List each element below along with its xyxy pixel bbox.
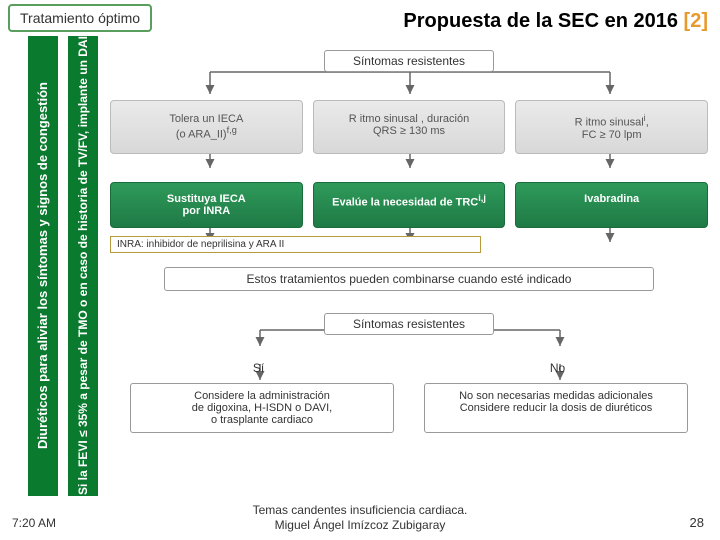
action-ivabradina: Ivabradina <box>515 182 708 228</box>
cond-qrs: R itmo sinusal , duraciónQRS ≥ 130 ms <box>313 100 506 154</box>
cond-ieca: Tolera un IECA(o ARA_II)f,g <box>110 100 303 154</box>
final-yes-box: Considere la administraciónde digoxina, … <box>130 383 394 433</box>
top-badge: Tratamiento óptimo <box>8 4 152 32</box>
action-row: Sustituya IECApor INRA Evalúe la necesid… <box>110 182 708 228</box>
inra-note: INRA: inhibidor de neprilisina y ARA II <box>110 236 481 253</box>
action-inra: Sustituya IECApor INRA <box>110 182 303 228</box>
label-no: No <box>550 361 565 375</box>
title-main: Propuesta de la SEC en 2016 <box>403 10 683 32</box>
symptoms-resistant-2: Síntomas resistentes <box>324 313 494 335</box>
label-yes: Sí <box>253 361 264 375</box>
action-trc: Evalúe la necesidad de TRCi,j <box>313 182 506 228</box>
final-no-box: No son necesarias medidas adicionalesCon… <box>424 383 688 433</box>
yes-no-row: Sí No <box>110 361 708 375</box>
final-row: Considere la administraciónde digoxina, … <box>110 383 708 433</box>
cond-fc: R itmo sinusali,FC ≥ 70 lpm <box>515 100 708 154</box>
combine-box: Estos tratamientos pueden combinarse cua… <box>164 267 654 291</box>
page-title: Propuesta de la SEC en 2016 [2] <box>403 10 708 33</box>
footer-time: 7:20 AM <box>12 516 56 530</box>
sidebar-diuretics-text: Diuréticos para aliviar los síntomas y s… <box>28 36 58 496</box>
condition-row: Tolera un IECA(o ARA_II)f,g R itmo sinus… <box>110 100 708 154</box>
sidebar-dai-text: Si la FEVI ≤ 35% a pesar de TMO o en cas… <box>68 36 98 496</box>
title-ref: [2] <box>684 10 708 32</box>
footer-page: 28 <box>690 515 704 530</box>
footer-center: Temas candentes insuficiencia cardiaca.M… <box>253 503 468 534</box>
flow-area: Síntomas resistentes Tolera un IECA(o AR… <box>110 50 708 433</box>
symptoms-resistant-1: Síntomas resistentes <box>324 50 494 72</box>
